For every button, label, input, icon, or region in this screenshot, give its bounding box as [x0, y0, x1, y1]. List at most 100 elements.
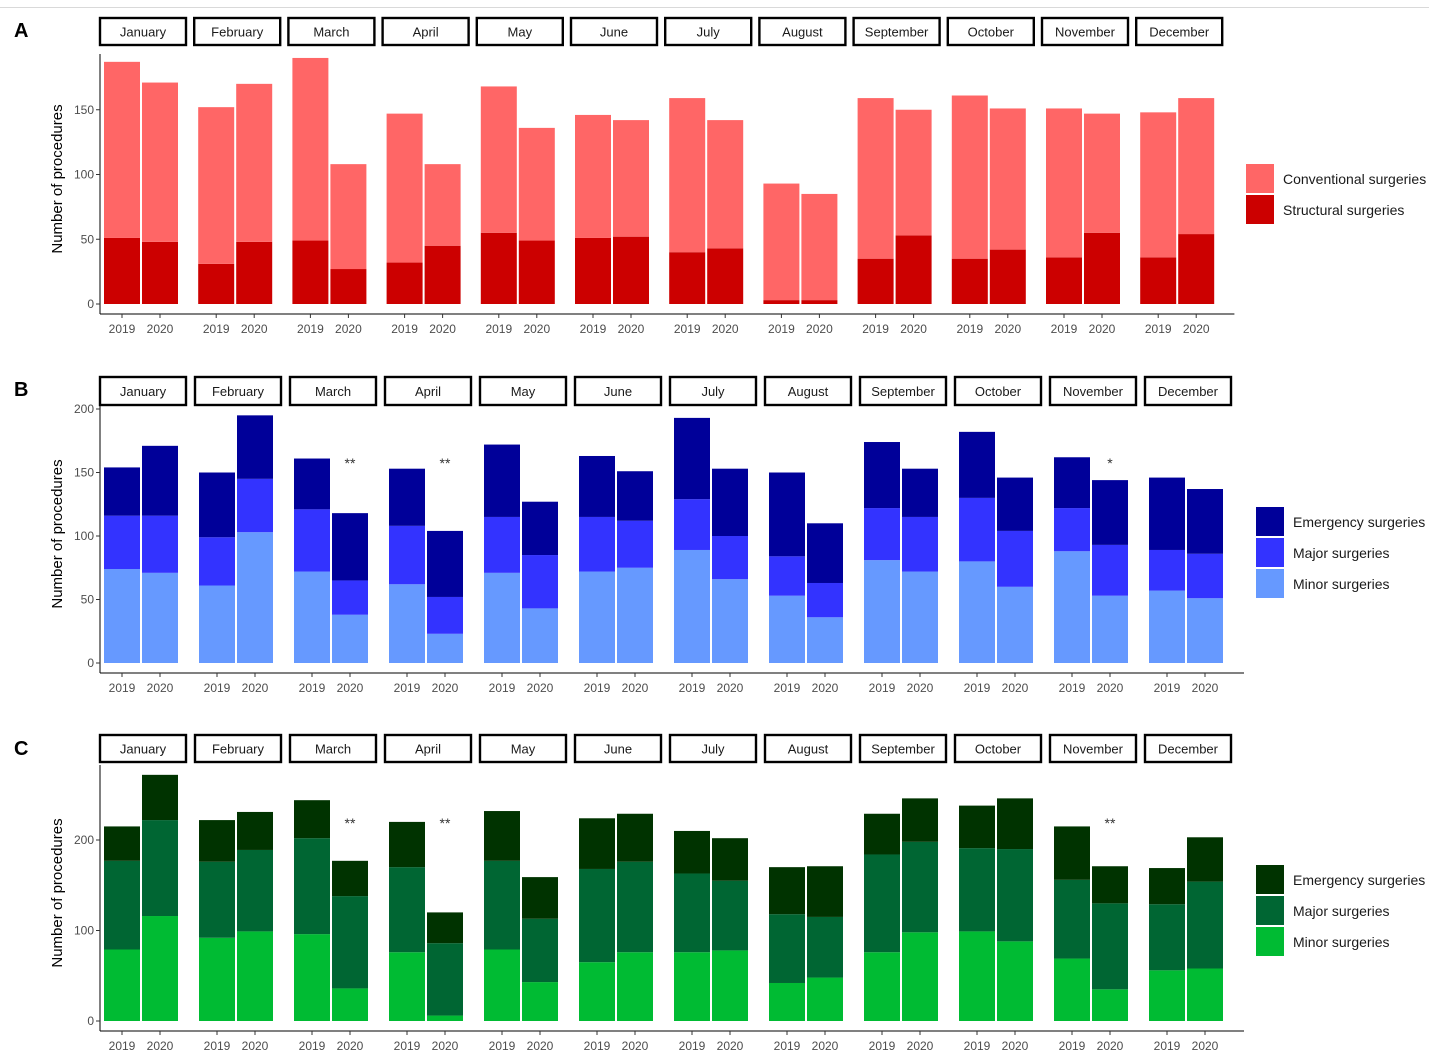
facet-label-january: January: [120, 25, 167, 40]
facet-label-july: July: [701, 742, 725, 757]
bar-conventional-surgeries-july-2020: [707, 120, 744, 249]
bar-minor-surgeries-january-2019: [104, 949, 140, 1021]
facet-label-september: September: [871, 384, 935, 399]
bar-minor-surgeries-december-2019: [1149, 590, 1185, 663]
x-tick-label: 2019: [203, 322, 230, 336]
bar-minor-surgeries-december-2020: [1187, 598, 1223, 663]
x-tick-label: 2020: [717, 681, 744, 695]
bar-conventional-surgeries-april-2019: [386, 113, 423, 263]
x-tick-label: 2019: [204, 1039, 231, 1053]
bar-structural-surgeries-june-2020: [613, 236, 649, 304]
bar-minor-surgeries-october-2020: [997, 586, 1033, 663]
facet-strip-may: [478, 375, 568, 407]
x-tick-label: 2019: [391, 322, 418, 336]
bar-emergency-surgeries-august-2019: [769, 472, 805, 557]
significance-marker: *: [1107, 455, 1113, 471]
facet-label-june: June: [604, 742, 632, 757]
facet-strip-august: [763, 375, 853, 407]
x-tick-label: 2019: [485, 322, 512, 336]
facet-strip-december: [1143, 375, 1233, 407]
bar-major-surgeries-july-2019: [674, 499, 710, 550]
bar-emergency-surgeries-april-2020: [427, 530, 463, 597]
bar-emergency-surgeries-june-2020: [617, 471, 653, 521]
legend-swatch-major-surgeries: [1256, 538, 1284, 567]
x-tick-label: 2020: [1002, 1039, 1029, 1053]
y-tick-label: 100: [74, 168, 94, 182]
bar-minor-surgeries-february-2019: [199, 585, 235, 663]
bar-minor-surgeries-june-2019: [579, 571, 615, 663]
facet-strip-november: [1048, 375, 1138, 407]
significance-marker: **: [345, 815, 356, 831]
x-tick-label: 2020: [523, 322, 550, 336]
bar-major-surgeries-january-2019: [104, 515, 140, 570]
bar-conventional-surgeries-december-2019: [1140, 112, 1177, 258]
bar-emergency-surgeries-february-2020: [237, 811, 273, 850]
x-tick-label: 2019: [297, 322, 324, 336]
facet-label-april: April: [413, 25, 439, 40]
bar-major-surgeries-april-2019: [389, 867, 425, 953]
bar-minor-surgeries-april-2019: [389, 952, 425, 1021]
bar-major-surgeries-january-2019: [104, 860, 140, 950]
x-tick-label: 2019: [299, 1039, 326, 1053]
bar-major-surgeries-april-2020: [427, 943, 463, 1016]
facet-strip-september: [858, 375, 948, 407]
bar-major-surgeries-july-2020: [712, 880, 748, 951]
y-tick-label: 50: [81, 593, 95, 607]
x-tick-label: 2020: [712, 322, 739, 336]
facet-strip-march: [288, 375, 378, 407]
bar-conventional-surgeries-may-2019: [480, 86, 517, 233]
bar-major-surgeries-july-2019: [674, 873, 710, 953]
bar-major-surgeries-september-2019: [864, 508, 900, 561]
facet-strip-june: [573, 733, 663, 764]
bar-major-surgeries-may-2020: [522, 918, 558, 983]
bar-emergency-surgeries-june-2019: [579, 455, 615, 517]
bar-major-surgeries-november-2019: [1054, 508, 1090, 552]
bar-major-surgeries-april-2019: [389, 525, 425, 585]
bar-minor-surgeries-april-2020: [427, 1015, 463, 1021]
bar-major-surgeries-march-2020: [332, 580, 368, 615]
bar-emergency-surgeries-september-2019: [864, 813, 900, 855]
bar-emergency-surgeries-august-2019: [769, 867, 805, 915]
x-tick-label: 2019: [964, 1039, 991, 1053]
bar-emergency-surgeries-february-2019: [199, 472, 235, 538]
facet-label-november: November: [1055, 25, 1116, 40]
facet-strip-may: [478, 733, 568, 764]
facet-label-march: March: [315, 384, 351, 399]
x-tick-label: 2019: [299, 681, 326, 695]
bar-major-surgeries-august-2019: [769, 556, 805, 596]
bar-conventional-surgeries-january-2019: [104, 61, 140, 238]
x-tick-label: 2020: [432, 1039, 459, 1053]
x-tick-label: 2020: [1097, 681, 1124, 695]
facet-strip-june: [573, 375, 663, 407]
bar-major-surgeries-october-2020: [997, 530, 1033, 587]
facet-label-december: December: [1158, 384, 1219, 399]
bar-minor-surgeries-april-2019: [389, 584, 425, 663]
y-tick-label: 100: [74, 924, 94, 938]
bar-structural-surgeries-january-2020: [142, 241, 178, 304]
bar-major-surgeries-january-2020: [142, 515, 178, 573]
bar-conventional-surgeries-june-2019: [575, 114, 611, 238]
bar-structural-surgeries-august-2020: [801, 300, 838, 304]
facet-label-august: August: [788, 742, 829, 757]
x-tick-label: 2020: [1183, 322, 1210, 336]
bar-major-surgeries-march-2019: [294, 509, 330, 572]
x-tick-label: 2020: [527, 681, 554, 695]
facet-label-march: March: [313, 25, 349, 40]
x-tick-label: 2020: [147, 681, 174, 695]
facet-label-june: June: [604, 384, 632, 399]
bar-minor-surgeries-december-2020: [1187, 968, 1223, 1021]
bar-major-surgeries-may-2019: [484, 516, 520, 573]
bar-minor-surgeries-march-2020: [332, 988, 368, 1021]
facet-label-may: May: [508, 25, 533, 40]
bar-major-surgeries-april-2020: [427, 596, 463, 634]
bar-structural-surgeries-december-2020: [1178, 234, 1215, 304]
x-tick-label: 2020: [907, 681, 934, 695]
bar-emergency-surgeries-november-2019: [1054, 826, 1090, 880]
x-tick-label: 2019: [768, 322, 795, 336]
bar-emergency-surgeries-september-2019: [864, 442, 900, 509]
x-tick-label: 2019: [1154, 681, 1181, 695]
facet-strip-july: [668, 733, 758, 764]
facet-strip-april: [383, 733, 473, 764]
x-tick-label: 2020: [147, 322, 174, 336]
x-tick-label: 2019: [1059, 1039, 1086, 1053]
